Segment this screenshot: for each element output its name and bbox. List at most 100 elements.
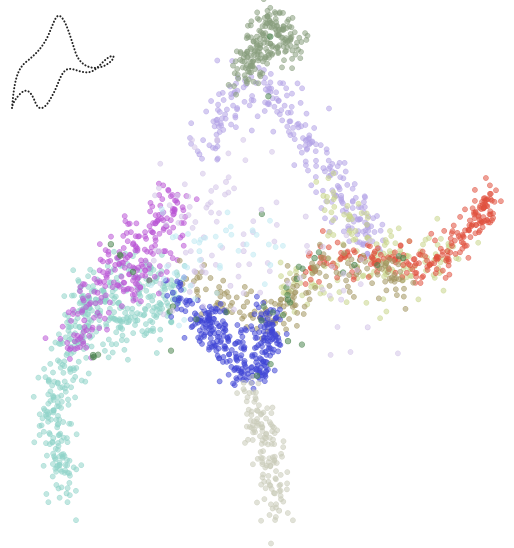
series-2-cloud-point [254, 113, 261, 120]
series-11-point-6 [267, 262, 274, 268]
series-11-cloud-point [214, 290, 220, 296]
series-10-cloud-point [320, 243, 326, 250]
series-6-cloud-point [203, 286, 209, 293]
series-9-cloud-point [267, 360, 274, 368]
series-8-cloud-point [256, 402, 262, 409]
series-3-cloud-point [264, 13, 271, 20]
series-6-cloud-point [316, 269, 323, 276]
series-4-cloud-point [330, 217, 336, 223]
series-9-cloud-point [298, 341, 306, 348]
series-5-cloud-point [420, 273, 426, 280]
series-11-cloud-point [227, 223, 234, 230]
series-7-cloud-point [225, 371, 232, 378]
series-8-cloud-point [264, 405, 271, 412]
series-1-cloud-point [72, 338, 78, 345]
series-5-cloud-point [498, 198, 504, 205]
series-4-cloud-point [287, 270, 293, 277]
series-4-cloud-point [434, 215, 441, 222]
series-5-cloud-point [487, 182, 493, 189]
series-9-cloud-point [265, 93, 272, 100]
series-10-cloud-point [187, 248, 194, 255]
series-0-cloud-point [64, 457, 70, 463]
series-6-cloud-point [280, 320, 287, 327]
series-3-cloud-point [243, 62, 250, 69]
series-2-cloud-point [295, 124, 302, 131]
series-7-cloud-point [264, 316, 271, 323]
series-10-cloud-point [200, 303, 207, 310]
series-5-cloud-point [419, 248, 426, 255]
series-4-cloud-point [388, 233, 395, 239]
series-3-cloud-point [248, 18, 255, 25]
series-7-cloud-point [237, 329, 244, 336]
series-3-cloud-point [230, 62, 236, 69]
series-7-cloud-point [168, 313, 175, 320]
series-1-cloud-point [67, 356, 73, 362]
series-3-cloud-point [282, 48, 288, 55]
series-10-cloud-point [185, 193, 192, 200]
series-10-cloud-point [285, 280, 292, 287]
series-3-cloud-point [231, 83, 237, 89]
series-1-cloud-point [96, 278, 103, 285]
series-11-cloud-point [235, 247, 242, 254]
series-7-cloud-point [249, 352, 256, 358]
series-1-cloud-point [170, 224, 177, 231]
series-0-cloud-point [45, 414, 51, 421]
series-0-cloud-point [125, 356, 131, 363]
series-2-cloud-point [211, 123, 218, 130]
series-2-cloud-point [284, 92, 290, 99]
series-6-cloud-point [272, 300, 278, 307]
series-10-cloud-point [163, 221, 169, 228]
series-2-cloud-point [215, 107, 221, 113]
series-5-cloud-point [476, 229, 482, 236]
series-10-cloud-point [329, 263, 336, 270]
series-10-cloud-point [366, 238, 373, 245]
series-3-cloud-point [271, 23, 277, 30]
series-7-cloud-point [251, 311, 258, 318]
series-2-cloud-point [281, 102, 288, 109]
series-9-cloud-point [279, 311, 287, 319]
series-6-cloud-point [326, 283, 333, 289]
series-1-cloud-point [94, 309, 101, 316]
series-5-cloud-point [475, 212, 482, 219]
series-6-cloud-point [364, 265, 370, 272]
dotted-curve-outline-icon [11, 14, 115, 110]
series-7-cloud-point [253, 365, 260, 372]
series-0-cloud-point [35, 374, 42, 381]
series-1-cloud-point [165, 186, 172, 193]
series-6-cloud-point [284, 262, 291, 269]
series-10-cloud-point [213, 184, 219, 191]
series-4-cloud-point [330, 170, 337, 177]
series-7-cloud-point [252, 345, 258, 351]
series-5-cloud-point [469, 205, 476, 212]
series-5-cloud-point [428, 260, 435, 267]
series-8-cloud-point [284, 480, 290, 487]
series-11-cloud-point [265, 241, 272, 248]
series-5-cloud-point [483, 202, 490, 209]
series-7-cloud-point [271, 367, 278, 374]
series-1-cloud-point [138, 257, 144, 264]
series-1-cloud-point [144, 248, 150, 255]
series-2-cloud-point [284, 123, 291, 130]
series-5-cloud-point [460, 234, 467, 240]
series-5-cloud-point [413, 273, 420, 280]
series-5-cloud-point [441, 228, 448, 234]
series-2-cloud-point [288, 103, 295, 110]
series-10-cloud-point [202, 269, 209, 276]
series-10-cloud-point [186, 204, 193, 210]
series-2-cloud-point [214, 156, 221, 163]
series-0-cloud-point [66, 324, 73, 331]
series-2-cloud-point [303, 110, 310, 117]
series-10-cloud-point [166, 202, 173, 209]
series-8-cloud-point [263, 430, 270, 437]
series-0-cloud-point [142, 306, 149, 313]
series-8-cloud-point [259, 455, 266, 462]
series-7-cloud-point [234, 357, 241, 364]
series-0-cloud-point [72, 374, 79, 380]
series-2-cloud-point [206, 142, 213, 149]
series-7-cloud-point [275, 348, 282, 355]
series-4-cloud-point [426, 235, 432, 241]
series-0-cloud-point [121, 346, 128, 353]
series-10-cloud-point [347, 349, 354, 355]
series-5-cloud-point [432, 237, 438, 244]
series-10-cloud-point [231, 185, 237, 192]
